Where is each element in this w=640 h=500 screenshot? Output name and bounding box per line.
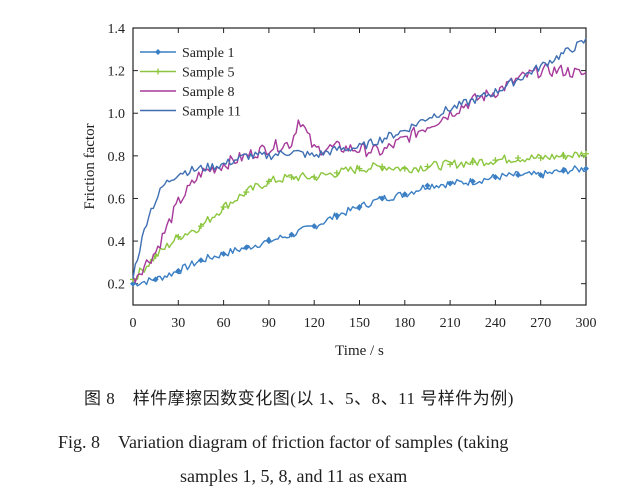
legend-label: Sample 1	[182, 46, 235, 61]
y-axis-title: Friction factor	[82, 123, 98, 209]
data-point	[333, 212, 340, 219]
series-layer	[130, 37, 589, 287]
x-tick-label: 150	[349, 316, 370, 331]
x-tick-label: 90	[262, 316, 276, 331]
legend-marker	[155, 68, 161, 75]
data-point	[469, 159, 476, 166]
y-tick-label: 0.4	[108, 235, 126, 250]
y-tick-label: 1.0	[108, 107, 126, 122]
data-point	[537, 154, 544, 161]
data-point	[175, 233, 182, 240]
legend-label: Sample 8	[182, 85, 235, 100]
data-point	[288, 231, 295, 238]
x-tick-label: 180	[394, 316, 415, 331]
x-tick-label: 60	[217, 316, 231, 331]
data-point	[265, 238, 272, 245]
caption-english-line-1: Fig. 8 Variation diagram of friction fac…	[58, 432, 509, 452]
data-point	[175, 267, 182, 274]
caption-chinese: 图 8 样件摩擦因数变化图(以 1、5、8、11 号样件为例)	[84, 389, 514, 408]
data-point	[243, 189, 250, 196]
legend-label: Sample 5	[182, 66, 235, 81]
series-line-sample-11	[132, 37, 587, 279]
data-point	[424, 182, 431, 189]
data-point	[288, 174, 295, 181]
x-tick-label: 30	[171, 316, 185, 331]
data-point	[379, 195, 386, 202]
y-tick-label: 1.4	[108, 22, 126, 37]
data-point	[379, 163, 386, 170]
y-tick-label: 1.2	[108, 65, 126, 80]
x-tick-label: 240	[485, 316, 506, 331]
data-point	[560, 167, 567, 174]
data-point	[560, 152, 567, 159]
legend: Sample 1 Sample 5 Sample 8 Sample 11	[140, 46, 241, 120]
caption-fade-overlay	[440, 462, 640, 492]
y-tick-label: 0.8	[108, 150, 126, 165]
data-point	[311, 174, 318, 181]
data-point	[424, 163, 431, 170]
data-point	[515, 172, 522, 179]
data-point	[583, 165, 589, 172]
data-point	[401, 165, 408, 172]
data-point	[356, 203, 363, 210]
legend-marker	[155, 49, 161, 55]
data-point	[333, 169, 340, 176]
data-point	[583, 150, 589, 157]
x-tick-label: 0	[130, 316, 137, 331]
data-point	[492, 157, 499, 164]
data-point	[515, 154, 522, 161]
data-point	[243, 244, 250, 251]
chart-svg: 0 30 60 90 120 150 180 210 240 270 300 0.2 0.4 0.6 0.8…	[82, 22, 597, 359]
data-point	[130, 280, 136, 287]
friction-chart: 0 30 60 90 120 150 180 210 240 270 300 0.2 0.4 0.6 0.8…	[82, 22, 597, 359]
data-point	[220, 203, 227, 210]
x-tick-label: 210	[440, 316, 461, 331]
data-point	[447, 180, 454, 187]
caption-english-line-2: samples 1, 5, 8, and 11 as exam	[180, 466, 408, 486]
y-tick-label: 0.6	[108, 192, 126, 207]
data-point	[152, 276, 159, 283]
data-point	[197, 257, 204, 264]
x-tick-label: 270	[530, 316, 551, 331]
data-point	[401, 191, 408, 198]
x-tick-label: 300	[576, 316, 597, 331]
data-point	[537, 172, 544, 179]
data-point	[265, 178, 272, 185]
data-point	[197, 223, 204, 230]
data-point	[220, 250, 227, 257]
data-point	[492, 174, 499, 181]
data-point	[311, 223, 318, 230]
data-point	[356, 165, 363, 172]
legend-label: Sample 11	[182, 105, 241, 120]
y-tick-label: 0.2	[108, 278, 126, 293]
axes: 0 30 60 90 120 150 180 210 240 270 300 0.2 0.4 0.6 0.8…	[108, 22, 597, 331]
x-axis-title: Time / s	[335, 343, 384, 359]
x-tick-label: 120	[304, 316, 325, 331]
data-point	[469, 178, 476, 185]
data-point	[447, 161, 454, 168]
